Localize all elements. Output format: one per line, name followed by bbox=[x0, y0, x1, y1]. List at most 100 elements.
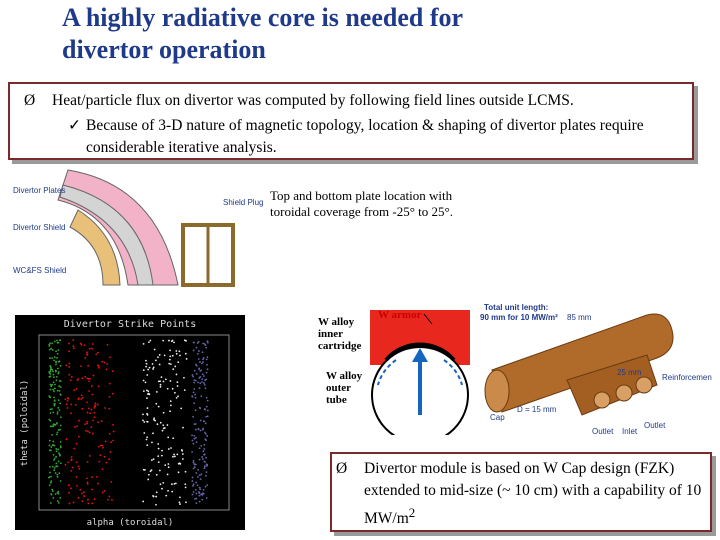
dot bbox=[87, 378, 90, 380]
dot bbox=[57, 429, 60, 431]
dot bbox=[164, 464, 167, 467]
dot bbox=[51, 349, 54, 351]
dot bbox=[51, 383, 54, 386]
dot bbox=[151, 441, 153, 444]
dot bbox=[66, 399, 69, 402]
dot bbox=[196, 342, 199, 344]
dot bbox=[203, 443, 206, 446]
dot bbox=[58, 472, 61, 475]
dot bbox=[166, 424, 169, 426]
dot bbox=[53, 457, 56, 460]
dot bbox=[194, 498, 196, 500]
dot bbox=[206, 368, 209, 371]
dot bbox=[49, 412, 52, 414]
dot bbox=[59, 497, 62, 499]
dot bbox=[147, 478, 150, 481]
dot bbox=[191, 493, 194, 496]
dot bbox=[70, 487, 72, 490]
dot bbox=[176, 385, 179, 387]
dot bbox=[88, 455, 91, 457]
dot bbox=[48, 444, 51, 447]
dot bbox=[49, 396, 51, 399]
dot bbox=[196, 353, 199, 355]
dot bbox=[155, 495, 158, 498]
dot bbox=[101, 360, 104, 363]
dot bbox=[112, 430, 115, 433]
dot bbox=[147, 392, 150, 395]
dot bbox=[200, 473, 203, 476]
dot bbox=[162, 481, 165, 484]
dot bbox=[198, 387, 201, 390]
dot bbox=[53, 387, 56, 390]
dot bbox=[152, 366, 155, 369]
dot bbox=[84, 357, 87, 359]
dot bbox=[197, 427, 200, 430]
dot bbox=[81, 500, 84, 503]
dot bbox=[179, 503, 181, 506]
dot bbox=[103, 361, 106, 364]
dot bbox=[102, 446, 104, 449]
dot bbox=[167, 436, 170, 439]
dot bbox=[91, 432, 94, 435]
dot bbox=[150, 459, 153, 462]
dot bbox=[142, 413, 144, 416]
flow bbox=[377, 359, 397, 386]
dot bbox=[59, 339, 62, 342]
label: D = 15 mm bbox=[517, 405, 557, 414]
dot bbox=[80, 394, 83, 397]
dot bbox=[112, 439, 114, 442]
dot bbox=[201, 458, 204, 461]
dot bbox=[57, 399, 60, 402]
dot bbox=[52, 453, 55, 456]
dot bbox=[142, 390, 145, 393]
dot bbox=[49, 357, 51, 359]
dot bbox=[72, 347, 75, 350]
dot bbox=[198, 494, 201, 497]
dot bbox=[90, 408, 93, 411]
dot bbox=[147, 390, 150, 393]
dot bbox=[100, 420, 103, 423]
dot bbox=[55, 462, 58, 465]
dot bbox=[73, 389, 76, 392]
dot bbox=[88, 390, 91, 392]
dot bbox=[58, 452, 60, 455]
dot bbox=[177, 361, 180, 364]
dot bbox=[55, 350, 57, 353]
dot bbox=[89, 377, 91, 380]
dot bbox=[103, 490, 106, 492]
dot bbox=[195, 463, 197, 466]
dot bbox=[70, 469, 73, 472]
label: Divertor Shield bbox=[13, 223, 65, 232]
dot bbox=[58, 389, 61, 392]
dot bbox=[145, 359, 147, 362]
dot bbox=[146, 407, 149, 409]
dot bbox=[201, 428, 204, 431]
dot bbox=[51, 357, 54, 360]
dot bbox=[152, 368, 154, 370]
dot bbox=[169, 400, 172, 403]
dot bbox=[149, 339, 152, 342]
dot bbox=[194, 396, 197, 399]
dot bbox=[172, 368, 175, 371]
dot bbox=[68, 491, 70, 494]
dot bbox=[91, 343, 94, 345]
dot bbox=[169, 363, 172, 366]
dot bbox=[201, 498, 204, 501]
dot bbox=[142, 379, 145, 382]
dot bbox=[53, 403, 56, 405]
dot bbox=[103, 455, 106, 458]
plot-title: Divertor Strike Points bbox=[64, 319, 196, 330]
dot bbox=[59, 428, 62, 431]
dot bbox=[206, 363, 208, 366]
dot bbox=[197, 341, 200, 343]
dot bbox=[160, 376, 163, 379]
dot bbox=[205, 371, 208, 374]
dot bbox=[51, 488, 54, 491]
dot bbox=[183, 376, 185, 379]
dot bbox=[57, 367, 59, 370]
dot bbox=[52, 388, 55, 391]
dot bbox=[160, 454, 163, 457]
dot bbox=[96, 403, 99, 406]
dot bbox=[91, 347, 93, 350]
dot bbox=[104, 440, 107, 443]
